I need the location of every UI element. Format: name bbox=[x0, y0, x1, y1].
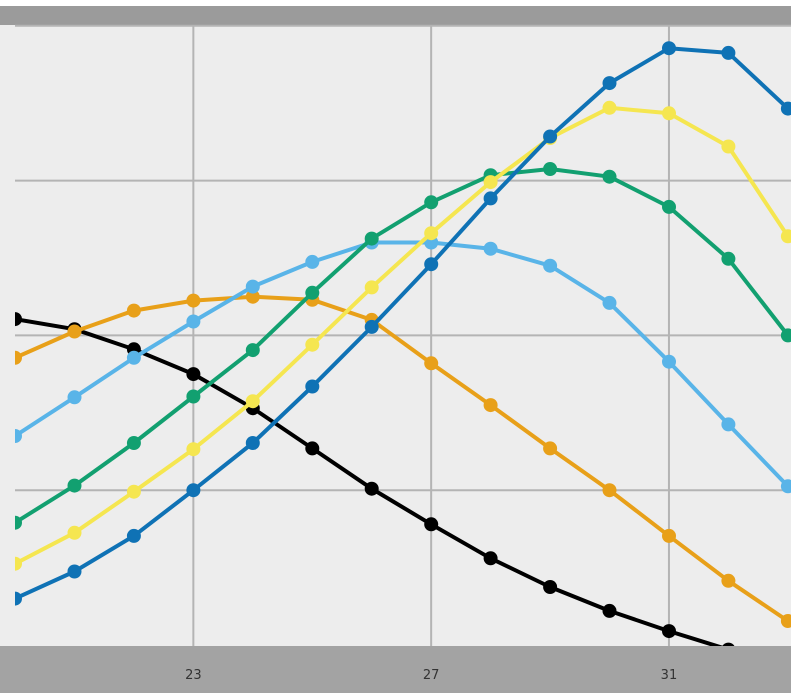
top-band bbox=[0, 6, 791, 25]
data-point bbox=[305, 441, 320, 456]
data-point bbox=[662, 624, 676, 639]
data-point bbox=[780, 328, 791, 343]
data-point bbox=[543, 441, 558, 456]
data-point bbox=[662, 528, 676, 543]
data-point bbox=[186, 314, 201, 329]
data-point bbox=[305, 379, 320, 394]
data-point bbox=[15, 429, 22, 443]
x-tick-label: 31 bbox=[661, 668, 678, 683]
series-line bbox=[15, 105, 790, 566]
data-point bbox=[186, 367, 201, 382]
series-line bbox=[15, 294, 790, 623]
data-point bbox=[483, 191, 498, 206]
data-point bbox=[15, 556, 22, 571]
x-tick-label: 27 bbox=[423, 668, 440, 683]
data-point bbox=[424, 226, 439, 241]
data-point bbox=[126, 436, 141, 450]
data-point bbox=[186, 442, 201, 457]
series-line bbox=[15, 240, 790, 488]
x-tick-label: 23 bbox=[185, 668, 202, 683]
data-point bbox=[67, 525, 82, 540]
series-line bbox=[15, 46, 790, 601]
data-point bbox=[15, 312, 22, 327]
data-point bbox=[722, 642, 735, 646]
series-line bbox=[15, 167, 790, 525]
data-point bbox=[602, 295, 617, 310]
data-point bbox=[721, 45, 736, 60]
data-point bbox=[424, 257, 439, 272]
data-point bbox=[602, 483, 617, 498]
data-point bbox=[483, 398, 498, 413]
data-point bbox=[364, 481, 379, 496]
data-point bbox=[67, 564, 82, 579]
data-point bbox=[186, 483, 201, 498]
data-point bbox=[15, 515, 22, 530]
data-point bbox=[245, 289, 260, 304]
data-point bbox=[483, 241, 498, 256]
data-point bbox=[245, 343, 260, 358]
data-point bbox=[186, 389, 201, 404]
data-point bbox=[126, 528, 141, 543]
data-point bbox=[543, 580, 558, 594]
data-point bbox=[662, 354, 676, 369]
data-point bbox=[662, 41, 676, 56]
data-point bbox=[15, 591, 22, 606]
data-point bbox=[364, 280, 379, 295]
data-point bbox=[305, 285, 320, 300]
data-point bbox=[424, 195, 439, 210]
data-point bbox=[364, 319, 379, 334]
data-point bbox=[245, 394, 260, 409]
data-point bbox=[662, 199, 676, 214]
data-point bbox=[543, 162, 558, 176]
data-point bbox=[305, 337, 320, 352]
data-point bbox=[305, 254, 320, 269]
series-5 bbox=[15, 100, 791, 571]
data-point bbox=[780, 479, 791, 494]
data-point bbox=[424, 517, 439, 532]
data-point bbox=[780, 614, 791, 628]
gridlines bbox=[15, 24, 791, 646]
data-point bbox=[662, 106, 676, 121]
data-point bbox=[721, 417, 736, 432]
data-point bbox=[186, 293, 201, 308]
data-point bbox=[424, 356, 439, 371]
data-point bbox=[126, 303, 141, 318]
x-axis-band bbox=[0, 646, 791, 693]
data-point bbox=[543, 258, 558, 273]
x-axis-ticks: 23 27 31 bbox=[185, 668, 677, 683]
series-6 bbox=[15, 41, 791, 606]
data-point bbox=[602, 603, 617, 618]
data-point bbox=[721, 251, 736, 266]
data-point bbox=[245, 436, 260, 450]
data-point bbox=[364, 231, 379, 246]
data-point bbox=[602, 100, 617, 115]
data-point bbox=[602, 169, 617, 184]
data-point bbox=[245, 279, 260, 294]
data-point bbox=[483, 551, 498, 566]
data-point bbox=[483, 175, 498, 190]
data-point bbox=[67, 478, 82, 493]
data-point bbox=[543, 129, 558, 144]
data-point bbox=[67, 390, 82, 405]
data-point bbox=[780, 229, 791, 244]
data-point bbox=[67, 324, 82, 339]
data-point bbox=[15, 350, 22, 365]
data-point bbox=[126, 350, 141, 365]
data-point bbox=[126, 484, 141, 499]
data-point bbox=[602, 76, 617, 91]
data-point bbox=[721, 139, 736, 154]
data-point bbox=[721, 573, 736, 588]
series-lines bbox=[15, 41, 791, 646]
series-4 bbox=[15, 162, 791, 530]
data-point bbox=[780, 101, 791, 116]
